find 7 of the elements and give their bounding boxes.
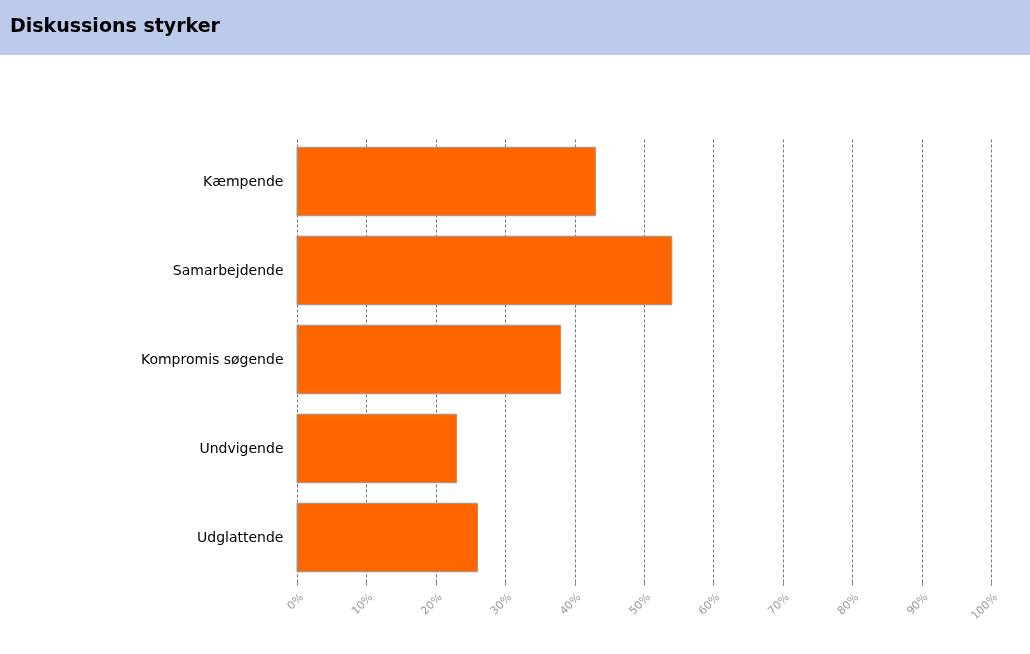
x-tick-label: 0% [284,590,306,613]
y-tick-label: Samarbejdende [172,261,284,278]
y-tick-label: Kæmpende [203,172,284,189]
y-tick-label: Udglattende [197,528,284,545]
y-tick-label: Undvigende [199,439,284,456]
y-tick-label: Kompromis søgende [140,350,284,367]
text: Diskussions styrker [10,14,221,36]
